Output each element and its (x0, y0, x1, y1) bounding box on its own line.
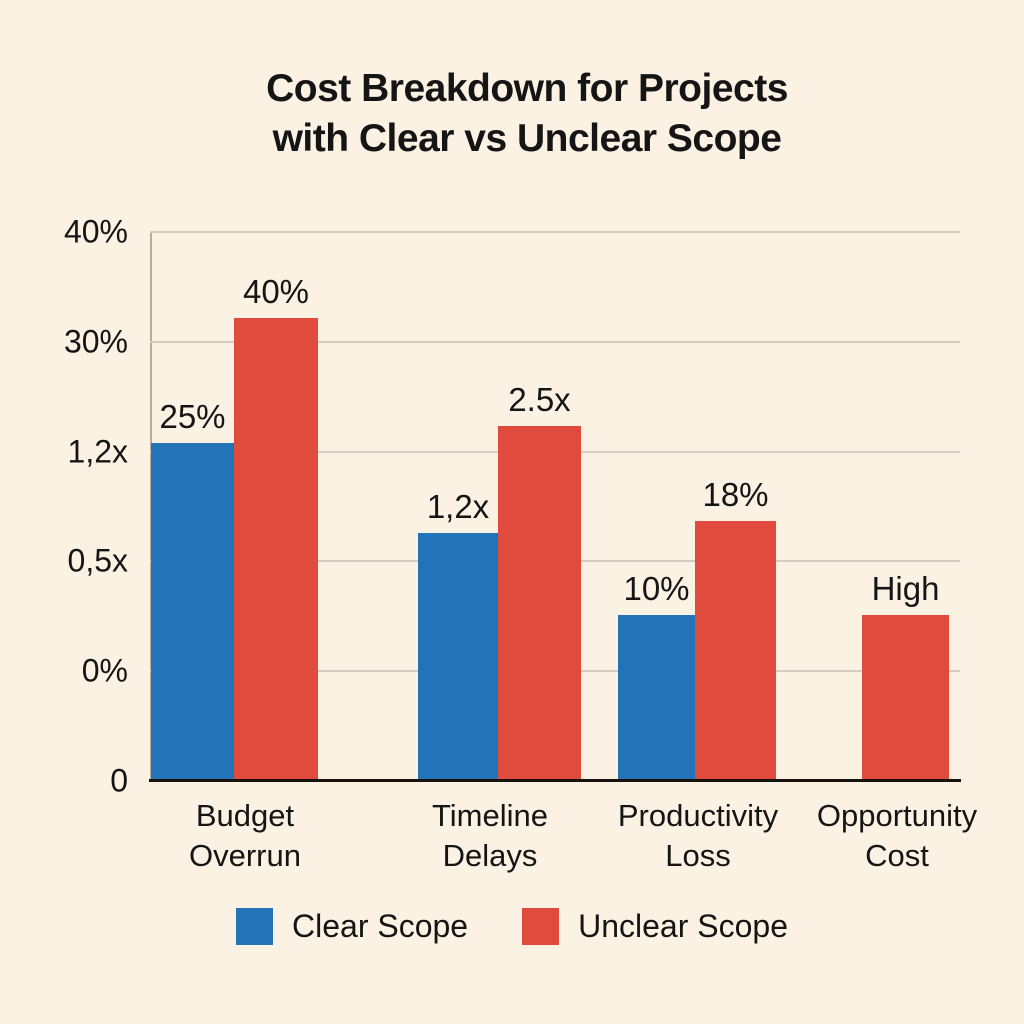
gridline (150, 231, 960, 233)
legend-item: Clear Scope (236, 908, 468, 945)
bar-value-label: 1,2x (426, 487, 490, 525)
y-tick-label: 0,5x (67, 542, 128, 579)
y-axis-tick-labels: 40% 30% 1,2x 0,5x 0% 0 (0, 214, 140, 799)
bar-clear-scope: 10% (618, 570, 695, 781)
bar-unclear-scope: 2.5x (498, 381, 581, 781)
bars-layer: 25% 40% 1,2x 2.5x 10% 18% High (150, 232, 960, 781)
bar-value-label: 40% (242, 273, 310, 311)
y-tick-label: 1,2x (67, 433, 128, 470)
bar-value-label: 10% (623, 570, 690, 608)
legend-item: Unclear Scope (522, 908, 788, 945)
y-tick-label: 30% (63, 323, 128, 360)
chart-title-line2: with Clear vs Unclear Scope (272, 117, 782, 160)
y-tick-label: 40% (63, 213, 128, 250)
bar-value-label: 25% (159, 397, 226, 435)
x-axis-category-labels: Budget Overrun Timeline Delays Productivit… (150, 796, 977, 881)
legend-swatch (236, 908, 273, 945)
x-category-label: Productivity Loss (617, 798, 779, 873)
bar-clear-scope: 25% (151, 398, 234, 781)
chart-title-line1: Cost Breakdown for Projects (266, 67, 788, 110)
legend: Clear Scope Unclear Scope (0, 908, 1024, 945)
chart-title: Cost Breakdown for Projects with Clear v… (15, 64, 1024, 164)
bar-unclear-scope: 40% (234, 273, 318, 781)
y-tick-label: 0% (81, 652, 128, 689)
bar-clear-scope: 1,2x (418, 488, 498, 781)
legend-swatch (522, 908, 560, 945)
legend-label: Unclear Scope (578, 908, 788, 944)
x-category-label: Timeline Delays (432, 798, 548, 873)
bar-value-label: 18% (702, 475, 769, 513)
bar-value-label: 2.5x (508, 380, 571, 418)
x-axis-line (149, 779, 961, 782)
gridline (150, 340, 960, 343)
x-category-label: Budget Overrun (189, 798, 301, 873)
bar-unclear-scope: 18% (695, 476, 776, 781)
y-tick-label: 0 (110, 762, 128, 799)
bar-value-label: High (871, 570, 940, 608)
bar-unclear-scope: High (862, 570, 949, 781)
plot-area: 25% 40% 1,2x 2.5x 10% 18% High (149, 231, 961, 782)
legend-label: Clear Scope (292, 908, 469, 944)
x-category-label: Opportunity Cost (816, 798, 978, 873)
